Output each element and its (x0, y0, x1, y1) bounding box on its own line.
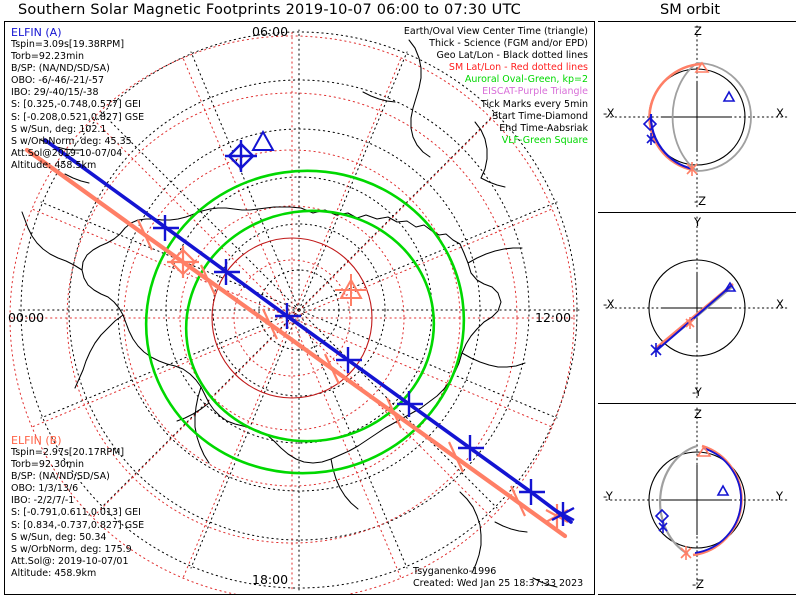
legend-item: Start Time-Diamond (492, 110, 588, 122)
info-line: IBO: 29/-40/15/-38 (11, 87, 99, 99)
track-a-start-diamond (225, 140, 257, 172)
legend-item: End Time-Aabsriak (499, 122, 588, 134)
legend-item: Tick Marks every 5min (480, 98, 588, 110)
orbit-view-xy[interactable]: Y -X X -Y (598, 212, 796, 403)
created-timestamp: Created: Wed Jan 25 18:37:33 2023 (413, 577, 584, 589)
info-line: Altitude: 458.5km (11, 159, 97, 171)
track-a-end-asterisk (551, 502, 575, 526)
title-bar: Southern Solar Magnetic Footprints 2019-… (0, 0, 800, 22)
info-line: S: [-0.791,0.611,0.013] GEI (11, 507, 141, 519)
legend-item: SM Lat/Lon - Red dotted lines (448, 62, 588, 74)
axis-label-top: Y (694, 215, 702, 229)
orbit-view-xz[interactable]: Z -X X -Z (598, 21, 796, 212)
info-line: Torb=92.30min (11, 459, 85, 471)
geo-grid (18, 29, 580, 591)
spacecraft-info-elfin-a: ELFIN (A) Tspin=3.09s[19.38RPM] Torb=92.… (11, 26, 144, 172)
map-credit: Tsyganenko-1996 Created: Wed Jan 25 18:3… (413, 566, 583, 590)
mlt-label-1800: 18:00 (252, 572, 289, 587)
info-line: OBO: 1/3/13/6 (11, 483, 79, 495)
orbit-xz-svg (605, 25, 789, 209)
axis-label-left: -Y (603, 489, 613, 503)
info-line: S w/OrbNorm, deg: 175.9 (11, 543, 132, 555)
info-line: B/SP: (NA/ND/SD/SA) (11, 471, 110, 483)
spacecraft-name-elfin-b: ELFIN (B) (11, 434, 62, 447)
spacecraft-info-elfin-b: ELFIN (B) Tspin=2.97s[20.17RPM] Torb=92.… (11, 434, 144, 580)
info-line: S: [0.325,-0.748,0.577] GEI (11, 99, 141, 111)
sm-orbit-panel: Z -X X -Z (598, 21, 796, 595)
track-a-ticks-cross (153, 226, 545, 494)
legend-item: Geo Lat/Lon - Black dotted lines (436, 50, 588, 62)
orbit-xy-svg (605, 216, 789, 400)
track-a-center-triangle (251, 129, 275, 151)
spacecraft-name-elfin-a: ELFIN (A) (11, 26, 62, 39)
info-line: S: [0.834,-0.737,0.827] GSE (11, 519, 145, 531)
track-b-start-diamond (167, 246, 199, 278)
axis-label-left: -X (603, 297, 615, 311)
mlt-label-0600: 06:00 (252, 24, 289, 39)
axis-label-top: Z (694, 24, 702, 38)
track-b-ticks (137, 219, 526, 517)
coastline-fragments (40, 39, 558, 588)
axis-label-right: Y (776, 489, 784, 503)
legend-item: Auroral Oval-Green, kp=2 (464, 74, 588, 86)
info-line: Tspin=3.09s[19.38RPM] (11, 39, 125, 50)
page-title: Southern Solar Magnetic Footprints 2019-… (18, 2, 521, 18)
southern-footprint-map[interactable]: ELFIN (A) Tspin=3.09s[19.38RPM] Torb=92.… (4, 21, 595, 595)
axis-label-right: X (776, 297, 784, 311)
legend-item: EISCAT-Purple Triangle (482, 86, 588, 98)
track-b-center-triangle (335, 274, 367, 306)
orbit-view-yz[interactable]: Z -Y Y -Z (598, 403, 796, 595)
axis-label-right: X (776, 106, 784, 120)
track-elfin-b (24, 147, 568, 539)
info-line: IBO: -2/2/7/-1 (11, 495, 75, 507)
model-name: Tsyganenko-1996 (413, 565, 497, 577)
orbit-panel-title: SM orbit (660, 2, 721, 18)
legend-item: Thick - Science (FGM and/or EPD) (429, 38, 588, 50)
sm-inner-circle (211, 237, 373, 399)
map-plot-svg (9, 29, 580, 594)
info-line: Altitude: 458.9km (11, 567, 97, 579)
info-line: S w/Sun, deg: 102.1 (11, 123, 107, 135)
info-line: B/SP: (NA/ND/SD/SA) (11, 63, 110, 75)
info-line: Att.Sol@: 2019-10-07/01 (11, 555, 129, 567)
axis-label-bottom: -Y (692, 385, 702, 399)
sm-grid (9, 31, 575, 594)
info-line: OBO: -6/-46/-21/-57 (11, 75, 104, 87)
info-line: Torb=92.23min (11, 51, 85, 63)
map-legend: Earth/Oval View Center Time (triangle) T… (404, 26, 588, 147)
info-line: Att.Sol@2019-10-07/04 (11, 147, 123, 159)
mlt-label-0000: 00:00 (8, 310, 45, 325)
legend-item: VLF-Green Square (501, 134, 588, 146)
info-line: S: [-0.208,0.521,0.827] GSE (11, 111, 145, 123)
orbit-yz-svg (605, 407, 789, 592)
axis-label-top: Z (694, 407, 702, 421)
axis-label-left: -X (603, 106, 615, 120)
legend-item: Earth/Oval View Center Time (triangle) (403, 26, 588, 37)
info-line: Tspin=2.97s[20.17RPM] (11, 447, 125, 458)
axis-label-bottom: -Z (692, 577, 705, 591)
axis-label-bottom: -Z (694, 194, 707, 208)
info-line: S w/OrbNorm, deg: 45.35 (11, 135, 132, 147)
auroral-oval (144, 169, 466, 475)
info-line: S w/Sun, deg: 50.34 (11, 531, 107, 543)
mlt-label-1200: 12:00 (535, 310, 572, 325)
